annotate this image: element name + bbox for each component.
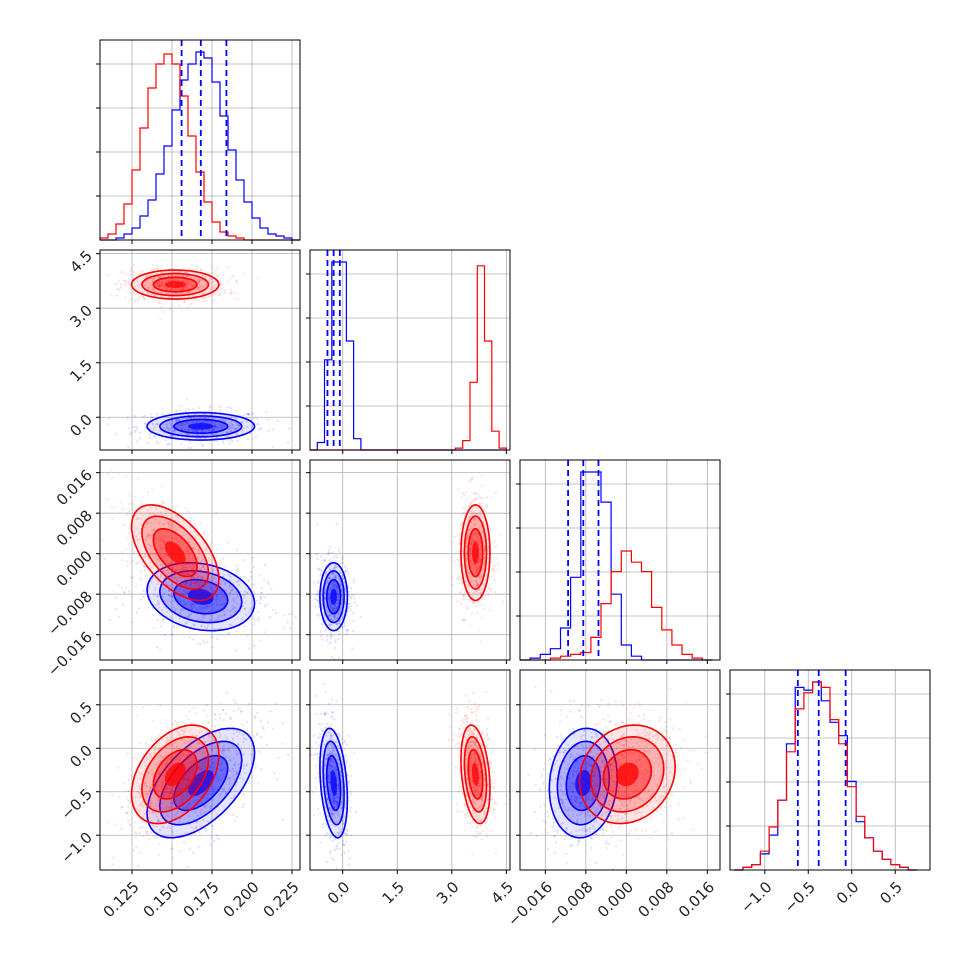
density-contour [146, 411, 256, 441]
density-contour [130, 724, 220, 825]
density-fill [188, 423, 214, 430]
density-fill [164, 541, 186, 564]
density-contour [319, 561, 349, 632]
density-contour [548, 727, 619, 839]
density-contour [146, 561, 256, 632]
x-tick-label: 0.016 [675, 878, 718, 921]
panel-3-0 [96, 669, 301, 874]
density-contour [590, 735, 665, 813]
density-contour [130, 269, 220, 300]
y-tick-label: 3.0 [66, 301, 96, 331]
density-contour [602, 748, 653, 800]
histogram-line [520, 471, 713, 661]
density-contour [152, 276, 198, 293]
density-contour [463, 515, 488, 590]
density-fill [188, 770, 214, 797]
density-contour [152, 748, 198, 800]
density-contour [152, 528, 198, 578]
histogram-1 [306, 249, 511, 454]
density-contour [565, 754, 602, 812]
x-tick-label: 0.175 [180, 878, 223, 921]
panel-2-1 [306, 459, 511, 664]
density-contour [467, 527, 484, 578]
density-fill [164, 281, 186, 288]
density-contour [146, 727, 256, 839]
x-tick-label: 0.008 [634, 878, 677, 921]
density-contour [173, 418, 229, 434]
density-contour [319, 727, 349, 839]
x-tick-label: −0.008 [545, 878, 597, 930]
panel-3-1 [306, 669, 511, 874]
density-contour [158, 415, 243, 438]
x-tick-label: 1.5 [378, 878, 408, 908]
histogram-line [734, 681, 917, 871]
density-contour [460, 503, 491, 602]
density-contour [326, 754, 342, 812]
density-contour [141, 272, 210, 297]
x-tick-label: 0.000 [594, 878, 637, 921]
x-tick-label: 0.0 [324, 878, 354, 908]
histogram-0 [96, 39, 301, 244]
density-contour [326, 578, 342, 615]
density-fill [164, 762, 186, 787]
density-fill [330, 588, 337, 605]
histogram-line [99, 53, 300, 241]
y-tick-label: 0.5 [66, 698, 96, 728]
density-contour [130, 504, 220, 602]
y-tick-label: 0.016 [53, 466, 96, 509]
density-contour [463, 735, 488, 813]
y-tick-label: 1.5 [66, 356, 96, 386]
y-tick-label: 0.000 [53, 547, 96, 590]
x-tick-label: 0.225 [260, 878, 303, 921]
density-contour [141, 735, 210, 813]
density-contour [322, 740, 345, 826]
histogram-line [734, 681, 917, 871]
density-fill [615, 762, 639, 787]
y-tick-label: −0.008 [44, 587, 96, 639]
panel-1-0 [96, 249, 301, 454]
histogram-2 [516, 459, 721, 664]
y-tick-label: −1.0 [58, 828, 96, 866]
x-tick-label: 3.0 [433, 878, 463, 908]
density-contour [158, 570, 243, 624]
y-tick-label: 0.0 [66, 411, 96, 441]
density-fill [472, 541, 479, 565]
density-contour [460, 724, 491, 825]
density-contour [578, 724, 677, 825]
y-tick-label: 0.008 [53, 506, 96, 549]
density-contour [173, 578, 229, 615]
x-tick-label: 0.150 [140, 878, 183, 921]
y-tick-label: −0.5 [58, 785, 96, 823]
x-tick-label: 0.200 [220, 878, 263, 921]
x-tick-label: 0.5 [876, 878, 906, 908]
x-tick-label: −1.0 [737, 878, 775, 916]
histogram-line [100, 51, 300, 241]
y-tick-label: 0.0 [66, 742, 96, 772]
x-tick-label: 4.5 [488, 878, 518, 908]
density-contour [158, 740, 243, 826]
y-tick-label: 4.5 [66, 247, 96, 277]
density-contour [322, 569, 345, 624]
histogram-3 [726, 669, 931, 874]
histogram-line [520, 550, 713, 661]
density-contour [141, 515, 210, 590]
density-fill [330, 770, 337, 797]
x-tick-label: 0.0 [833, 878, 863, 908]
x-tick-label: 0.125 [100, 878, 143, 921]
x-tick-label: −0.5 [781, 878, 819, 916]
density-fill [472, 762, 479, 787]
panel-2-0 [96, 459, 301, 664]
panel-3-2 [516, 669, 721, 874]
density-contour [467, 748, 484, 800]
